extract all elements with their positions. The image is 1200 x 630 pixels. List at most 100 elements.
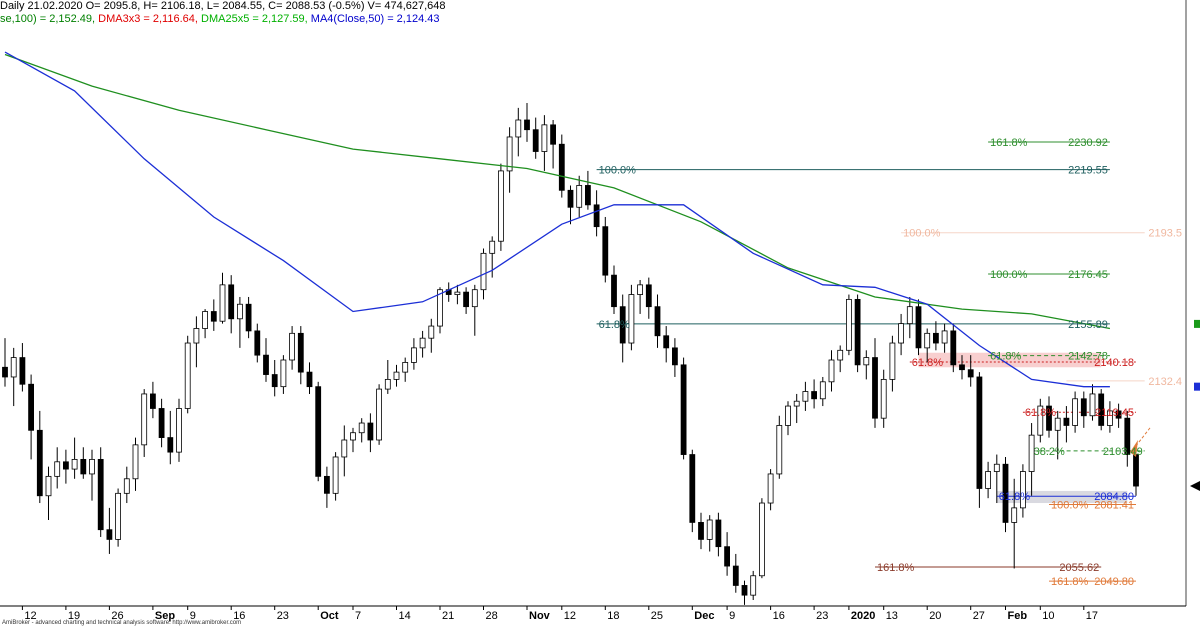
- candle-body: [19, 357, 26, 385]
- candle-body: [854, 298, 861, 366]
- candle-body: [506, 136, 513, 172]
- fib-labels-layer: 100.0% 2193.5 2132.4 100.0% 2219.55 61.8% 2155…: [599, 137, 1182, 588]
- candle-body: [80, 458, 87, 475]
- candle-body: [1002, 463, 1009, 523]
- candle-body: [350, 432, 356, 441]
- fib-price-label: 2176.45: [1068, 269, 1108, 281]
- x-tick-label: 21: [442, 610, 454, 622]
- candle-body: [732, 565, 739, 586]
- candle-body: [419, 337, 426, 349]
- fib-price-label: 2055.62: [1059, 562, 1099, 574]
- fib-level-label: 161.8%: [877, 562, 915, 574]
- candle-body: [167, 437, 174, 453]
- candle-body: [811, 391, 817, 400]
- candle-body: [1124, 417, 1131, 455]
- candle-body: [985, 471, 991, 489]
- x-tick-label: 20: [929, 610, 941, 622]
- candle-body: [367, 422, 374, 441]
- x-tick-label: 27: [973, 610, 985, 622]
- x-tick-label: 10: [1042, 610, 1054, 622]
- x-tick-label: 25: [651, 610, 663, 622]
- candle-body: [793, 400, 800, 407]
- candle-body: [567, 189, 574, 208]
- fib-price-label: 2219.55: [1068, 165, 1108, 177]
- candle-body: [689, 454, 696, 523]
- fib-level-label: 100.0%: [1051, 499, 1089, 511]
- candle-body: [158, 408, 165, 438]
- candle-body: [63, 461, 69, 470]
- fib-label-faded: 100.0%: [903, 228, 941, 240]
- amibroker-credit: AmiBroker - advanced charting and techni…: [2, 620, 242, 626]
- x-tick-label: 26: [111, 610, 123, 622]
- fib-level-label: 61.8%: [912, 357, 943, 369]
- forecast-arrowhead: [1130, 440, 1138, 457]
- x-tick-label: 17: [1086, 610, 1098, 622]
- candle-body: [967, 369, 974, 378]
- fib-zone-grey: [996, 490, 1128, 504]
- candle-body: [454, 291, 461, 295]
- candle-body: [576, 185, 583, 208]
- candle-body: [10, 357, 17, 378]
- candle-body: [602, 226, 609, 276]
- fib-price-label: 2140.18: [1094, 357, 1134, 369]
- x-tick-label: Feb: [1008, 610, 1028, 622]
- fib-lines-layer: [596, 141, 1145, 582]
- candle-body: [785, 405, 791, 426]
- candle-body: [280, 359, 287, 388]
- chart-header-indicators: se,100) = 2,152.49, DMA3x3 = 2,116.64, D…: [0, 13, 440, 26]
- candle-body: [141, 393, 148, 446]
- x-tick-label: 23: [816, 610, 828, 622]
- candles-layer: [2, 103, 1139, 605]
- candle-body: [193, 328, 200, 344]
- candle-body: [1098, 393, 1105, 426]
- fib-level-label: 100.0%: [990, 269, 1028, 281]
- candle-body: [524, 119, 530, 131]
- candle-body: [558, 143, 565, 191]
- candle-body: [2, 366, 8, 378]
- candle-body: [71, 458, 78, 470]
- fib-zone-red: [918, 352, 1102, 368]
- x-tick-label: Sep: [155, 610, 175, 622]
- candle-body: [532, 129, 539, 152]
- candle-body: [45, 475, 52, 497]
- candle-body: [1037, 405, 1044, 436]
- fib-level-label: 61.8%: [599, 319, 630, 331]
- candle-body: [585, 185, 591, 206]
- candle-body: [306, 371, 313, 388]
- candle-body: [402, 362, 409, 373]
- candle-body: [297, 332, 304, 373]
- candle-body: [323, 475, 330, 494]
- candle-body: [489, 240, 496, 254]
- x-tick-label: Nov: [529, 610, 551, 622]
- candle-body: [1080, 398, 1087, 417]
- candle-body: [115, 492, 121, 540]
- x-tick-label: 16: [233, 610, 245, 622]
- ma100-line: [4, 53, 1111, 330]
- candle-body: [1028, 434, 1035, 472]
- candle-body: [1063, 417, 1070, 426]
- candle-body: [471, 289, 478, 308]
- x-tick-label: 19: [68, 610, 80, 622]
- fib-price-label: 2103.49: [1103, 446, 1143, 458]
- x-tick-label: 12: [564, 610, 576, 622]
- x-tick-label: 13: [886, 610, 898, 622]
- indicator-dma25x5-value: DMA25x5 = 2,127.59,: [201, 13, 311, 25]
- candle-body: [541, 124, 548, 152]
- candle-body: [332, 456, 339, 494]
- candle-body: [941, 330, 948, 344]
- candle-body: [880, 378, 887, 419]
- candle-body: [376, 388, 383, 441]
- candle-body: [271, 374, 278, 388]
- ma50-line: [4, 51, 1110, 388]
- fib-price-label: 2230.92: [1068, 137, 1108, 149]
- candle-body: [341, 439, 348, 458]
- candle-body: [628, 294, 635, 344]
- candle-body: [767, 473, 774, 504]
- candle-body: [384, 378, 391, 390]
- candle-body: [933, 332, 939, 344]
- x-tick-label: Dec: [694, 610, 714, 622]
- candle-body: [959, 364, 965, 371]
- x-tick-label: 23: [277, 610, 289, 622]
- candle-body: [463, 291, 470, 308]
